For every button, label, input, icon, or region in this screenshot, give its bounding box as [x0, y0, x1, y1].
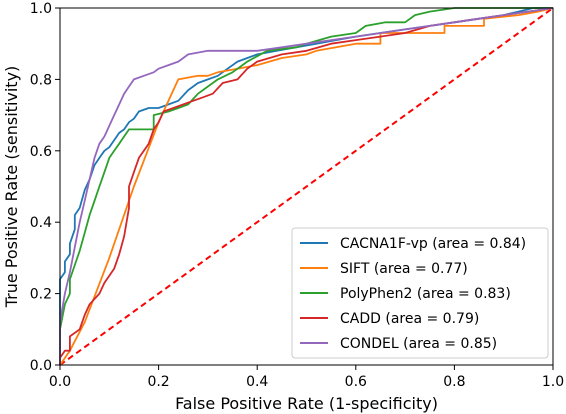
y-tick-label: 0.6 [30, 144, 52, 160]
legend-box [291, 227, 549, 359]
x-tick-label: 0.4 [246, 374, 268, 390]
diagonal-layer [59, 7, 554, 366]
legend: CACNA1F-vp (area = 0.84) SIFT (area = 0.7… [291, 227, 549, 359]
series-line-3 [59, 7, 554, 365]
x-tick-label: 0.6 [345, 374, 367, 390]
series-layer [59, 7, 554, 366]
x-tick-label: 0.2 [147, 374, 169, 390]
y-tick-label: 0.0 [30, 358, 52, 374]
x-tick-label: 0.8 [443, 374, 465, 390]
y-tick-label: 0.8 [30, 72, 52, 88]
legend-label-1: SIFT (area = 0.77) [340, 261, 468, 277]
y-axis-title: True Positive Rate (sensitivity) [2, 66, 21, 309]
series-line-2 [59, 7, 553, 365]
legend-label-2: PolyPhen2 (area = 0.83) [340, 286, 511, 302]
y-tick-label: 1.0 [30, 1, 52, 17]
x-axis: 0.0 0.2 0.4 0.6 0.8 1.0 [49, 365, 564, 390]
series-line-1 [59, 7, 554, 366]
y-tick-label: 0.4 [30, 215, 52, 231]
diagonal-reference-line [59, 7, 554, 366]
x-tick-label: 0.0 [49, 374, 71, 390]
plot-frame [59, 7, 554, 366]
legend-label-3: CADD (area = 0.79) [340, 311, 479, 327]
x-axis-title: False Positive Rate (1-specificity) [175, 394, 438, 413]
legend-label-4: CONDEL (area = 0.85) [340, 336, 497, 352]
x-tick-label: 1.0 [542, 374, 564, 390]
series-line-4 [59, 7, 554, 365]
legend-label-0: CACNA1F-vp (area = 0.84) [340, 236, 526, 252]
y-tick-label: 0.2 [30, 287, 52, 303]
y-axis: 0.0 0.2 0.4 0.6 0.8 1.0 [30, 1, 60, 374]
